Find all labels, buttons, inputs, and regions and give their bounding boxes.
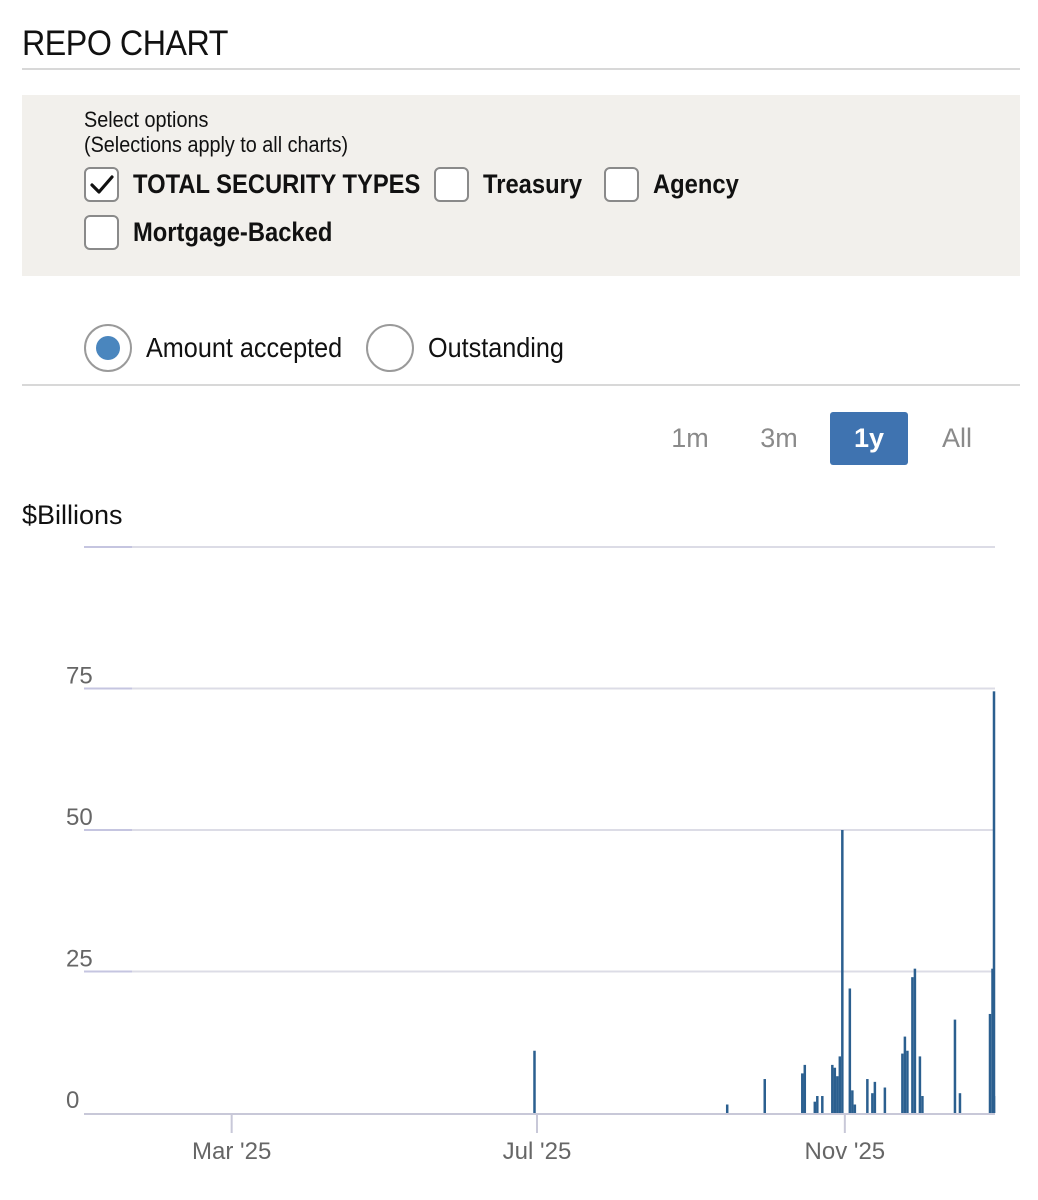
y-tick-label: 50 xyxy=(66,804,93,831)
bar xyxy=(913,968,917,1113)
y-tick-label: 75 xyxy=(66,663,93,690)
bar xyxy=(866,1079,869,1113)
range-button-1m[interactable]: 1m xyxy=(671,423,709,453)
checkbox-mortgage-backed[interactable]: Mortgage-Backed xyxy=(84,215,360,250)
checkbox-box[interactable] xyxy=(84,215,119,250)
radio-amount-accepted[interactable]: Amount accepted xyxy=(84,324,364,372)
bar xyxy=(821,1096,824,1113)
bar xyxy=(763,1079,766,1113)
x-axis-ticks: Mar '25 Jul '25 Nov '25 xyxy=(192,1114,885,1165)
radio-button[interactable] xyxy=(366,324,414,372)
checkmark-icon xyxy=(90,175,114,194)
bar xyxy=(918,1056,922,1113)
bar xyxy=(991,968,994,1113)
checkbox-box[interactable] xyxy=(604,167,639,202)
bar xyxy=(988,1013,992,1113)
checkbox-label: TOTAL SECURITY TYPES xyxy=(133,169,421,199)
bar xyxy=(838,1056,842,1113)
bar xyxy=(851,1090,854,1113)
bar xyxy=(906,1050,909,1113)
bar xyxy=(873,1081,877,1113)
checkbox-label: Mortgage-Backed xyxy=(133,217,333,247)
range-button-1y[interactable]: 1y xyxy=(830,412,908,465)
checkbox-label: Agency xyxy=(653,169,739,199)
radio-label: Amount accepted xyxy=(146,332,343,363)
bar xyxy=(853,1104,857,1113)
checkbox-box[interactable] xyxy=(84,167,119,202)
range-button-all[interactable]: All xyxy=(941,423,972,453)
options-panel: Select options (Selections apply to all … xyxy=(22,95,1020,276)
bar xyxy=(725,1104,729,1113)
bar xyxy=(813,1101,817,1113)
options-heading: Select options (Selections apply to all … xyxy=(84,107,348,157)
checkbox-label: Treasury xyxy=(483,169,583,199)
bar xyxy=(958,1093,962,1113)
x-tick-label: Nov '25 xyxy=(805,1138,886,1165)
checkbox-agency[interactable]: Agency xyxy=(604,167,751,202)
options-heading-title: Select options xyxy=(84,107,209,132)
bar xyxy=(883,1087,887,1113)
y-tick-label: 25 xyxy=(66,946,93,973)
y-axis-unit-label: $Billions xyxy=(22,500,123,530)
checkbox-treasury[interactable]: Treasury xyxy=(434,167,596,202)
bar xyxy=(953,1019,957,1113)
range-button-3m[interactable]: 3m xyxy=(760,423,798,453)
x-tick-label: Mar '25 xyxy=(192,1138,271,1165)
bar xyxy=(901,1053,904,1113)
radio-divider xyxy=(22,384,1020,386)
checkbox-box[interactable] xyxy=(434,167,469,202)
bar xyxy=(801,1073,804,1113)
bar xyxy=(803,1064,807,1113)
chart-gridlines xyxy=(84,546,995,973)
bar xyxy=(911,977,914,1113)
y-axis-ticks: 0 25 50 75 xyxy=(66,663,93,1115)
radio-label: Outstanding xyxy=(428,332,564,363)
bar xyxy=(836,1076,839,1113)
bar xyxy=(833,1067,837,1113)
bar xyxy=(816,1096,819,1113)
radio-button[interactable] xyxy=(84,324,132,372)
options-heading-note: (Selections apply to all charts) xyxy=(84,132,349,157)
bar xyxy=(533,1050,536,1113)
bar xyxy=(841,830,844,1113)
chart-bars xyxy=(533,691,996,1113)
bar xyxy=(903,1036,907,1113)
y-tick-label: 0 xyxy=(66,1087,79,1114)
bar xyxy=(871,1093,874,1113)
x-tick-label: Jul '25 xyxy=(503,1138,572,1165)
bar xyxy=(992,691,996,1113)
radio-outstanding[interactable]: Outstanding xyxy=(366,324,579,372)
checkbox-total-security-types[interactable]: TOTAL SECURITY TYPES xyxy=(84,167,460,202)
bar xyxy=(848,988,852,1113)
radio-selected-dot xyxy=(96,336,120,360)
bar xyxy=(831,1064,834,1113)
bar xyxy=(921,1096,924,1113)
title-divider xyxy=(22,68,1020,70)
page-title: REPO CHART xyxy=(22,24,228,63)
